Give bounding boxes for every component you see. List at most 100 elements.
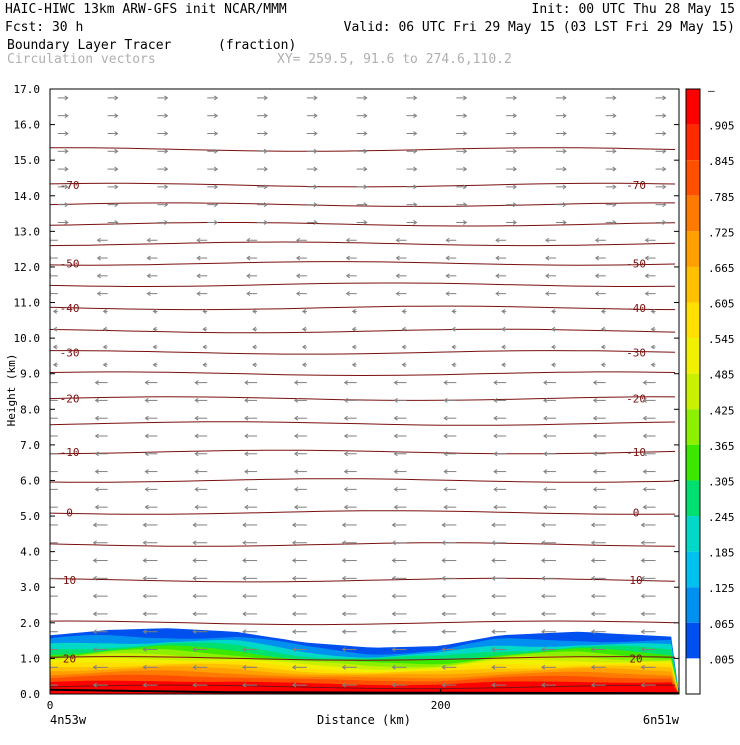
y-tick-label: 4.0 <box>20 546 40 559</box>
contour-label: -40 <box>626 302 646 315</box>
wind-vector-head <box>600 309 606 314</box>
wind-vector-head <box>501 309 506 314</box>
wind-vector-head <box>94 415 99 421</box>
wind-vector-head <box>242 611 247 617</box>
contour-label: 0 <box>633 507 640 520</box>
wind-vector-head <box>495 291 500 297</box>
wind-vector-head <box>543 415 548 421</box>
wind-vector-head <box>92 540 97 546</box>
x-axis: 0 200 <box>47 689 451 712</box>
wind-vector-head <box>413 202 418 208</box>
wind-vector-head <box>94 451 99 457</box>
wind-vector-head <box>592 504 598 510</box>
wind-vector-head <box>463 202 468 208</box>
wind-vector-head <box>541 593 546 599</box>
wind-vector-head <box>393 486 398 492</box>
wind-vector-head <box>413 148 418 154</box>
wind-vector-head <box>152 344 157 350</box>
wind-vector-head <box>293 451 299 457</box>
wind-vector-head <box>541 664 546 670</box>
wind-vector-head <box>142 522 147 528</box>
wind-vector-head <box>244 504 249 510</box>
circulation-vectors <box>44 95 667 688</box>
wind-vector-head <box>491 593 496 599</box>
wind-vector-head <box>142 664 147 670</box>
wind-vector-head <box>612 95 617 101</box>
wind-vector-head <box>64 166 69 172</box>
wind-vector-head <box>541 522 546 528</box>
wind-vector-head <box>244 486 249 492</box>
wind-vector-head <box>343 504 348 510</box>
header: HAIC-HIWC 13km ARW-GFS init NCAR/MMM Ini… <box>5 2 735 67</box>
colorbar-swatch <box>686 266 700 303</box>
wind-vector-head <box>44 559 47 563</box>
y-tick-label: 14.0 <box>14 190 41 203</box>
wind-vector-head <box>194 380 199 386</box>
wind-vector-head <box>463 166 468 172</box>
wind-vector-head <box>64 202 69 208</box>
wind-vector-head <box>512 166 518 172</box>
wind-vector-head <box>592 433 598 439</box>
wind-vector-head <box>592 415 598 421</box>
colorbar-label: .545 <box>708 333 735 346</box>
colorbar-label: .605 <box>708 298 735 311</box>
wind-vector-head <box>46 381 49 385</box>
wind-vector-head <box>194 397 199 403</box>
wind-vector-head <box>301 326 307 332</box>
colorbar-swatch <box>686 302 700 339</box>
wind-vector-head <box>194 504 199 510</box>
wind-vector-head <box>594 237 600 243</box>
wind-vector-head <box>662 184 667 190</box>
wind-vector-head <box>343 469 348 474</box>
contour-label: 0 <box>66 507 73 520</box>
wind-vector-head <box>541 611 546 617</box>
colorbar-label: .485 <box>708 369 735 382</box>
wind-vector-head <box>152 309 157 314</box>
wind-vector-head <box>391 664 396 670</box>
contour-label: 20 <box>629 652 642 665</box>
wind-vector-head <box>92 593 97 599</box>
field-units: (fraction) <box>218 38 296 53</box>
wind-vector-head <box>46 416 49 420</box>
wind-vector-head <box>493 451 498 457</box>
wind-vector-head <box>441 682 446 688</box>
colorbar-label: .905 <box>708 120 735 133</box>
colorbar-swatch <box>686 231 700 267</box>
wind-vector-head <box>263 202 268 208</box>
wind-vector-head <box>92 575 97 581</box>
tracer-layer <box>50 680 679 694</box>
colorbar-swatch <box>686 195 700 232</box>
wind-vector-head <box>44 541 47 545</box>
wind-vector-head <box>493 397 498 403</box>
wind-vector-head <box>213 148 219 154</box>
wind-vector-head <box>443 397 448 403</box>
wind-vector-head <box>192 575 197 581</box>
wind-vector-head <box>590 629 596 635</box>
wind-vector-head <box>463 148 468 154</box>
wind-vector-head <box>244 433 249 439</box>
y-tick-label: 9.0 <box>20 368 40 381</box>
wind-vector-head <box>612 113 617 119</box>
wind-vector-head <box>391 611 396 617</box>
wind-vector-head <box>252 344 257 350</box>
colorbar-label: – <box>708 84 715 97</box>
wind-vector-head <box>612 202 617 208</box>
wind-vector-head <box>301 309 307 314</box>
wind-vector-head <box>393 433 398 439</box>
wind-vector-head <box>642 486 647 492</box>
wind-vector-head <box>92 682 97 688</box>
wind-vector-head <box>345 255 350 261</box>
wind-vector-head <box>46 505 49 509</box>
wind-vector-head <box>202 344 207 350</box>
wind-vector-head <box>291 522 297 528</box>
wind-vector-head <box>543 469 548 474</box>
wind-vector-head <box>343 415 348 421</box>
wind-vector-head <box>363 202 368 208</box>
wind-vector-head <box>142 558 147 563</box>
wind-vector-head <box>64 95 69 101</box>
wind-vector-head <box>341 647 346 652</box>
wind-vector-head <box>341 611 346 617</box>
wind-vector-head <box>441 629 446 635</box>
wind-vector-head <box>493 380 498 386</box>
wind-vector-head <box>443 433 448 439</box>
